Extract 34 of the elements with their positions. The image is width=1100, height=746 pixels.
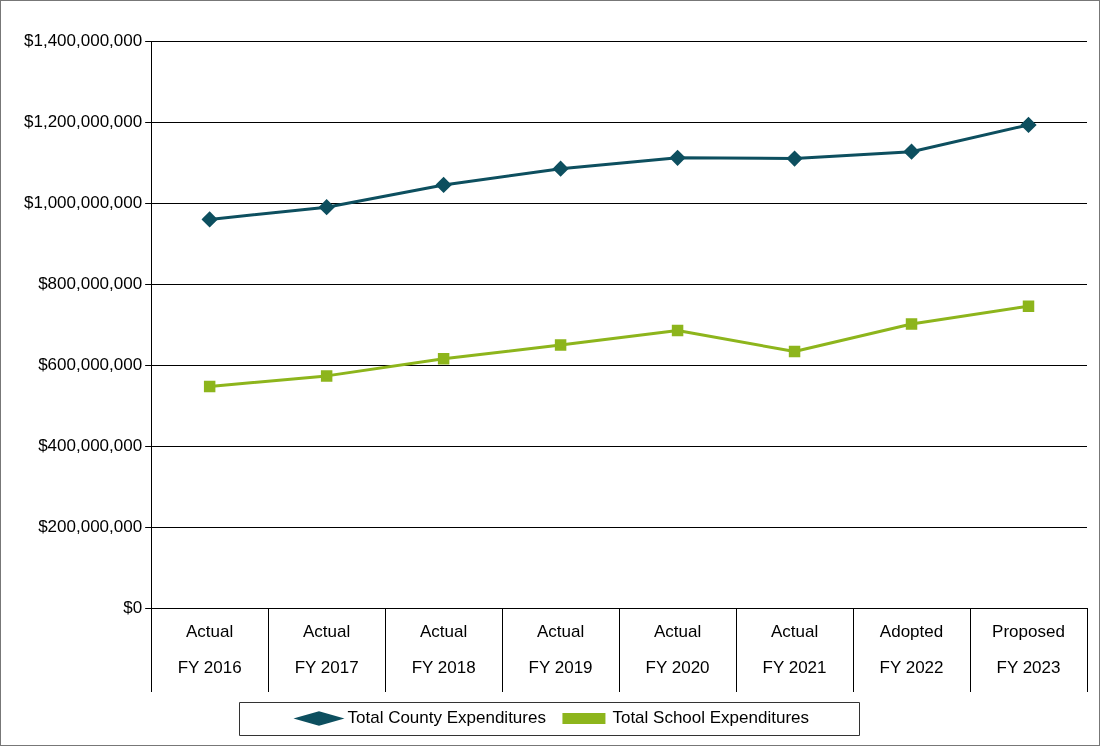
point [319,199,335,215]
y-tick-label: $400,000,000 [38,436,143,456]
x-tick-label: Adopted FY 2022 [879,622,944,677]
point [203,380,216,393]
legend-label: Total School Expenditures [612,708,809,728]
y-tick-label: $1,000,000,000 [24,192,143,212]
y-tick-label: $200,000,000 [38,517,143,537]
point [554,339,567,351]
point [788,345,801,358]
point [671,324,684,337]
x-tick-label: Actual FY 2018 [411,622,476,677]
point [1022,300,1035,312]
point [1021,117,1037,133]
point [905,318,918,330]
y-tick-label: $1,400,000,000 [24,30,143,50]
point [202,211,218,227]
point [553,161,569,177]
point [320,370,333,382]
x-tick-label: Actual FY 2017 [294,622,359,677]
x-tick-label: Actual FY 2016 [177,622,242,677]
y-tick-label: $1,200,000,000 [24,111,143,131]
y-tick-label: $0 [123,598,143,618]
legend-label: Total County Expenditures [347,708,546,728]
x-tick-label: Actual FY 2019 [528,622,593,677]
y-tick-label: $800,000,000 [38,273,143,293]
x-tick-label: Proposed FY 2023 [992,622,1065,677]
x-tick-label: Actual FY 2020 [645,622,710,677]
point [670,150,686,166]
point [437,353,450,365]
point [787,151,803,167]
x-tick-label: Actual FY 2021 [762,622,827,677]
y-tick-label: $600,000,000 [38,355,143,375]
point [436,177,452,193]
point [904,144,920,160]
